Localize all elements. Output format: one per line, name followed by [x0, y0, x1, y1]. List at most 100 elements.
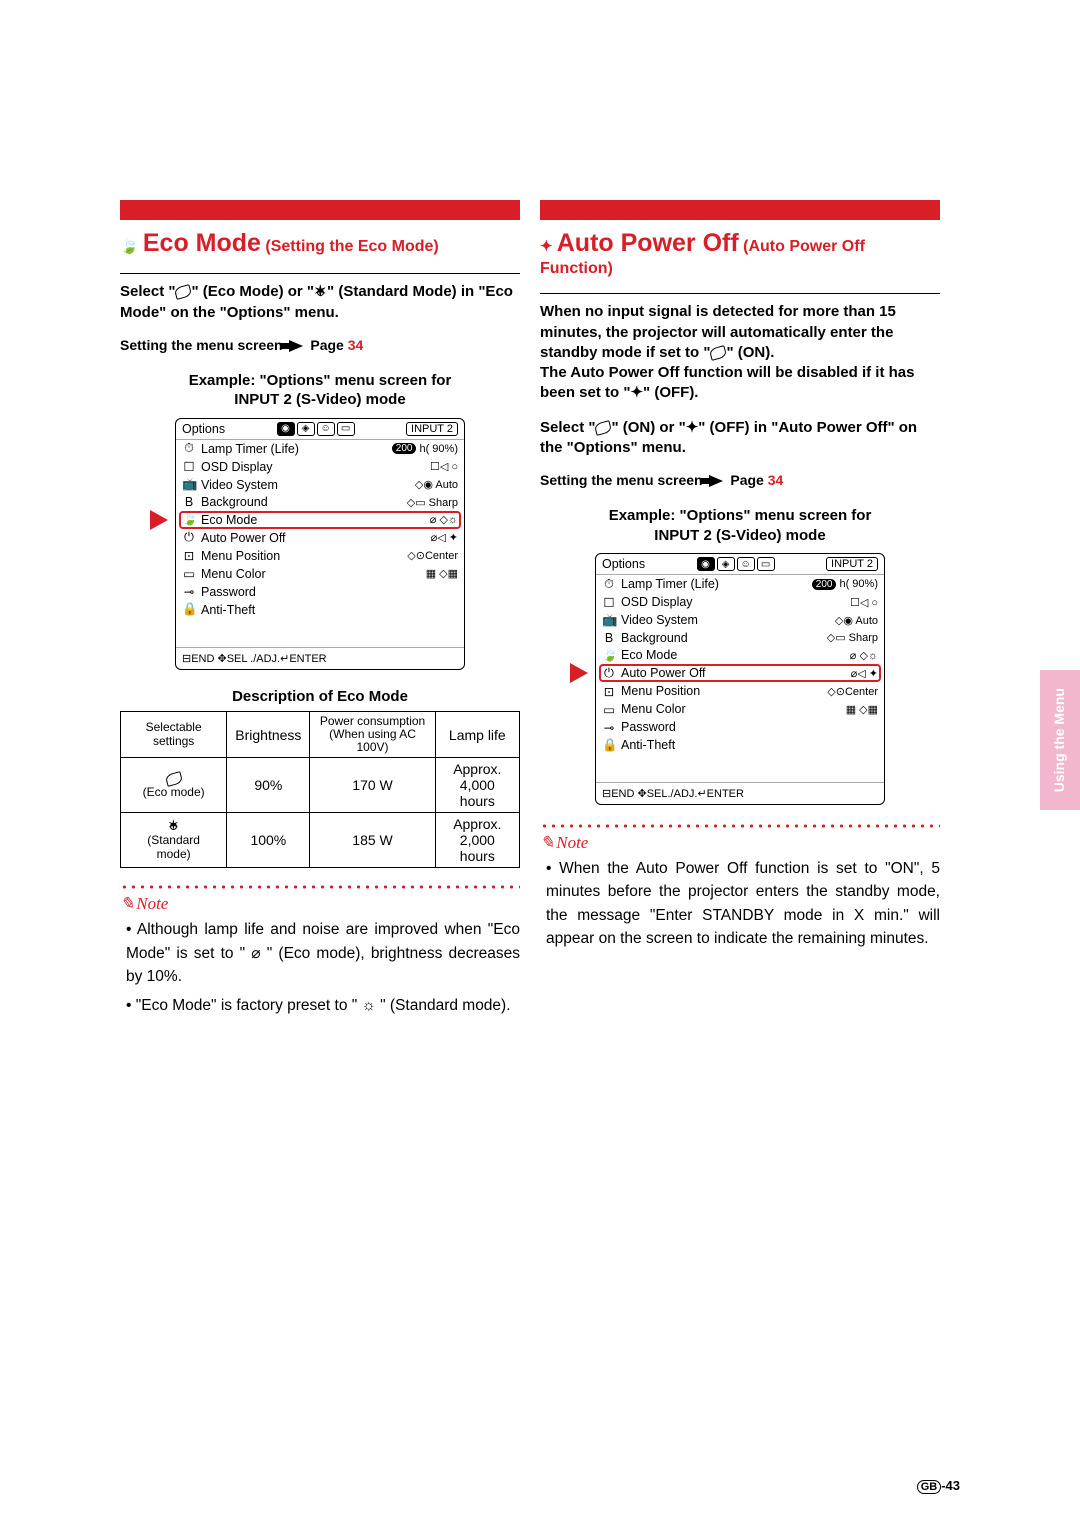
setting-ref: Setting the menu screen Page 34: [120, 337, 520, 353]
menu-item: ⏻ Auto Power Off ⌀◁ ✦: [596, 664, 884, 682]
menu-item-icon: ⏻: [602, 666, 616, 681]
tab-icon: ◉: [277, 422, 295, 436]
menu-item-label: Eco Mode: [621, 648, 845, 662]
menu-item-value: ⌀◁ ✦: [851, 667, 878, 680]
menu-item-icon: 🍃: [602, 648, 616, 663]
menu-item-icon: ⏻: [182, 530, 196, 545]
menu-item-value: ◇⊙Center: [827, 685, 878, 698]
menu-item-label: Video System: [621, 613, 830, 627]
leaf-icon: [709, 345, 728, 361]
options-menu-right: Options ◉ ◈ ☺ ▭ INPUT 2 ⏱ Lamp Timer (Li…: [595, 553, 885, 805]
left-column: 🍃 Eco Mode (Setting the Eco Mode) Select…: [120, 200, 520, 1023]
menu-item-value: ◇▭ Sharp: [407, 496, 458, 509]
dotted-divider: [540, 823, 940, 829]
input-badge: INPUT 2: [826, 557, 878, 571]
tab-icon: ◈: [717, 557, 735, 571]
right-column: ✦ Auto Power Off (Auto Power Off Functio…: [540, 200, 940, 1023]
menu-item-label: OSD Display: [201, 460, 425, 474]
note-label: ✎Note: [540, 833, 940, 853]
menu-item: 📺 Video System ◇◉ Auto: [176, 476, 464, 494]
section-divider: [540, 200, 940, 220]
example-heading: Example: "Options" menu screen for INPUT…: [540, 506, 940, 545]
menu-item-value: ◇◉ Auto: [835, 614, 878, 627]
options-menu-left: Options ◉ ◈ ☺ ▭ INPUT 2 ⏱ Lamp Timer (Li…: [175, 418, 465, 670]
title-sub: (Setting the Eco Mode): [261, 238, 439, 255]
arrow-icon: [289, 340, 303, 352]
arrow-icon: [709, 475, 723, 487]
note-item: When the Auto Power Off function is set …: [546, 857, 940, 950]
table-cell: (Standard mode): [121, 813, 227, 868]
menu-item-label: OSD Display: [621, 595, 845, 609]
menu-item-value: ⌀◁ ✦: [431, 531, 458, 544]
menu-item-icon: ⊡: [182, 548, 196, 563]
menu-item-label: Password: [201, 585, 453, 599]
menu-item-label: Background: [201, 495, 402, 509]
section-divider: [120, 200, 520, 220]
menu-item: 🔒 Anti-Theft: [176, 601, 464, 619]
input-badge: INPUT 2: [406, 422, 458, 436]
eco-mode-title: 🍃 Eco Mode (Setting the Eco Mode): [120, 228, 520, 259]
table-header: Power consumption(When using AC 100V): [310, 711, 435, 758]
menu-item-icon: ☐: [602, 595, 616, 610]
off-icon: ✦: [630, 384, 643, 401]
menu-item-label: Menu Color: [621, 702, 841, 716]
menu-item-value: 200h( 90%): [392, 443, 458, 455]
menu-item-icon: 🔒: [182, 602, 196, 617]
auto-power-lead: Select "" (ON) or "✦" (OFF) in "Auto Pow…: [540, 418, 940, 459]
menu-item-icon: 📺: [182, 477, 196, 492]
highlight-arrow-icon: [570, 663, 588, 683]
auto-power-off-title: ✦ Auto Power Off (Auto Power Off Functio…: [540, 228, 940, 279]
menu-item: ▭ Menu Color ▦ ◇▦: [596, 700, 884, 718]
menu-item: 🍃 Eco Mode ⌀ ◇☼: [176, 511, 464, 529]
menu-item: ☐ OSD Display ☐◁ ○: [596, 593, 884, 611]
tab-icon: ◉: [697, 557, 715, 571]
table-cell: Approx.4,000 hours: [435, 758, 519, 813]
menu-item-label: Background: [621, 631, 822, 645]
leaf-icon: [594, 420, 613, 436]
menu-item: ⊸ Password: [176, 583, 464, 601]
menu-item: 📺 Video System ◇◉ Auto: [596, 611, 884, 629]
note-item: "Eco Mode" is factory preset to " ☼ " (S…: [126, 994, 520, 1017]
menu-item-label: Password: [621, 720, 873, 734]
menu-item: B Background ◇▭ Sharp: [596, 629, 884, 646]
menu-item: ⊡ Menu Position ◇⊙Center: [596, 682, 884, 700]
highlighted-row: ⏻ Auto Power Off ⌀◁ ✦: [596, 664, 884, 682]
menu-item-icon: ▭: [182, 566, 196, 581]
leaf-icon: [174, 284, 193, 300]
menu-item: ⊡ Menu Position ◇⊙Center: [176, 547, 464, 565]
table-header: Lamp life: [435, 711, 519, 758]
menu-item-value: ◇▭ Sharp: [827, 631, 878, 644]
menu-item-value: ▦ ◇▦: [846, 703, 878, 716]
table-header: Brightness: [227, 711, 310, 758]
auto-power-intro: When no input signal is detected for mor…: [540, 302, 940, 403]
desc-title: Description of Eco Mode: [120, 688, 520, 705]
sun-icon: [314, 286, 327, 299]
sun-icon: [167, 820, 180, 833]
menu-item: ⏻ Auto Power Off ⌀◁ ✦: [176, 529, 464, 547]
menu-item-icon: ⊸: [182, 584, 196, 599]
menu-item: ⊸ Password: [596, 718, 884, 736]
menu-item: B Background ◇▭ Sharp: [176, 494, 464, 511]
menu-item: ⏱ Lamp Timer (Life) 200h( 90%): [596, 575, 884, 593]
menu-item-icon: ⊡: [602, 684, 616, 699]
menu-item-icon: B: [182, 495, 196, 509]
menu-title: Options: [602, 557, 645, 571]
menu-item-label: Lamp Timer (Life): [201, 442, 387, 456]
highlight-arrow-icon: [150, 510, 168, 530]
menu-item-icon: ⏱: [182, 441, 196, 456]
note-icon: ✎: [120, 894, 134, 914]
menu-footer: ⊟END ✥SEL./ADJ.↵ENTER: [596, 782, 884, 804]
table-cell: Approx.2,000 hours: [435, 813, 519, 868]
menu-item-icon: B: [602, 631, 616, 645]
tab-icon: ☺: [317, 422, 335, 436]
table-row: (Standard mode) 100% 185 W Approx.2,000 …: [121, 813, 520, 868]
menu-item-icon: 🍃: [182, 512, 196, 527]
menu-item-value: ◇◉ Auto: [415, 478, 458, 491]
menu-title: Options: [182, 422, 225, 436]
eco-mode-table: Selectable settingsBrightnessPower consu…: [120, 711, 520, 869]
tab-icon: ▭: [337, 422, 355, 436]
menu-item-label: Anti-Theft: [621, 738, 873, 752]
title-main: Eco Mode: [143, 229, 261, 257]
menu-item-icon: ⏱: [602, 577, 616, 592]
menu-item-value: ◇⊙Center: [407, 549, 458, 562]
